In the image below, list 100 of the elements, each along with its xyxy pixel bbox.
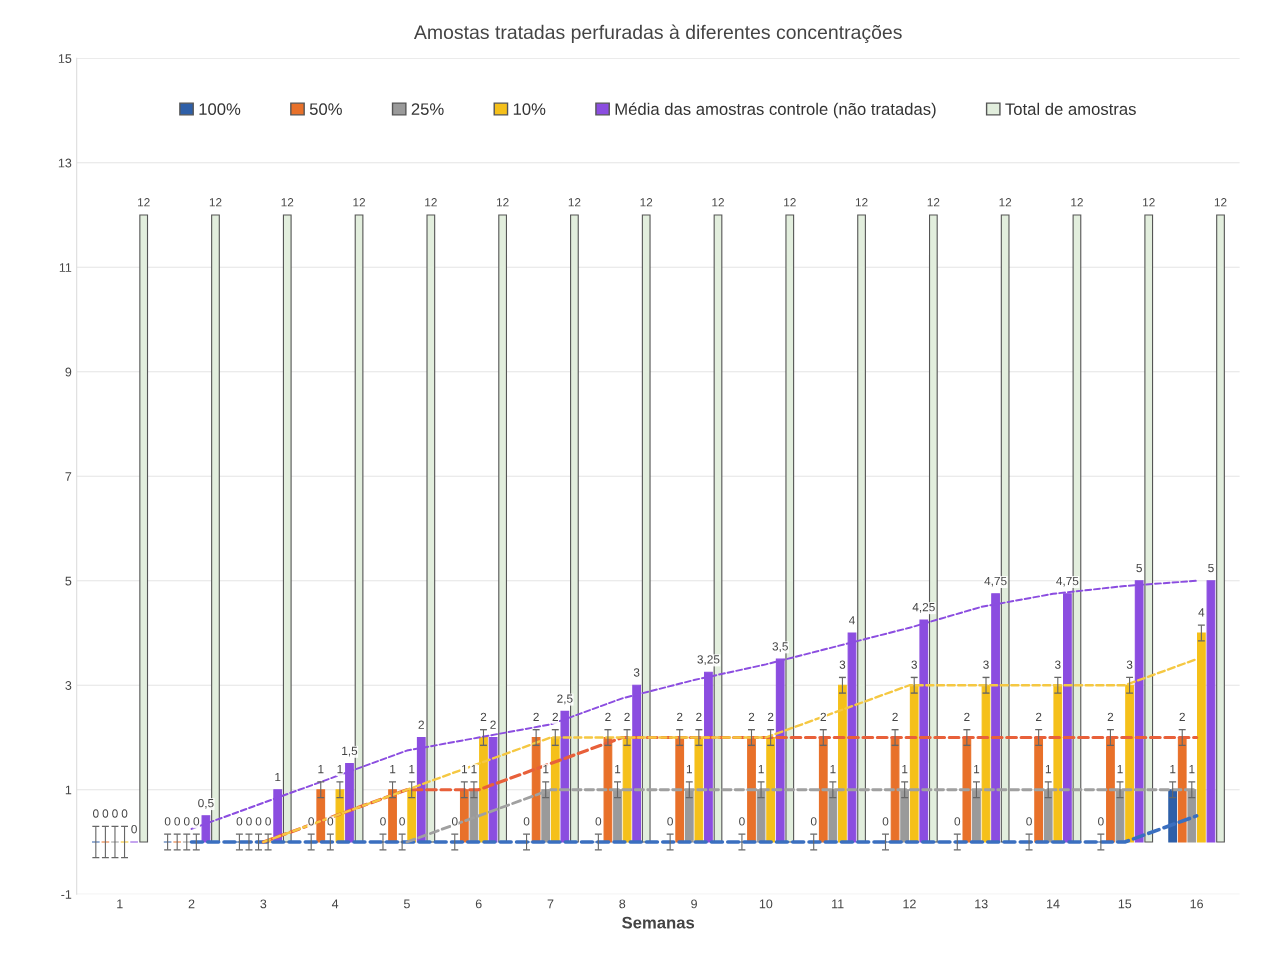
data-label: 0 — [174, 817, 181, 826]
data-label: 2 — [748, 712, 755, 721]
data-label: 12 — [138, 198, 150, 207]
data-label: 0 — [112, 809, 118, 818]
data-label: 12 — [784, 198, 796, 207]
data-label: 0 — [265, 817, 271, 826]
data-label: 1 — [686, 765, 692, 774]
data-label: 12 — [712, 198, 724, 207]
data-label: 2 — [767, 712, 774, 721]
data-label: 1 — [1045, 765, 1051, 774]
data-label: 12 — [1071, 198, 1083, 207]
legend-label: Média das amostras controle (não tratadas) — [615, 102, 936, 119]
data-label: 0 — [1098, 817, 1104, 826]
data-label: 12 — [999, 198, 1012, 207]
data-label: 2 — [1179, 712, 1185, 721]
data-label: 2 — [605, 712, 611, 721]
data-label: 3 — [983, 660, 989, 669]
data-label: 2 — [964, 712, 970, 721]
data-label: 0 — [131, 825, 137, 834]
data-label: 0 — [164, 817, 171, 826]
x-axis-title: Semanas — [622, 916, 695, 929]
y-tick-label: 11 — [59, 263, 72, 272]
data-label: 0 — [451, 817, 458, 826]
data-label: 0 — [380, 817, 386, 826]
data-label: 2 — [696, 712, 702, 721]
data-label: 0 — [236, 817, 243, 826]
data-label: 3 — [911, 660, 917, 669]
data-label: 12 — [1214, 198, 1227, 207]
data-label: 12 — [209, 198, 222, 207]
x-tick-label: 14 — [1047, 899, 1060, 909]
data-label: 0 — [739, 817, 745, 826]
data-label: 2 — [480, 712, 487, 721]
data-label: 3 — [839, 660, 846, 669]
data-label: 0,5 — [198, 798, 214, 809]
data-label: 1 — [461, 765, 468, 774]
x-tick-label: 16 — [1190, 899, 1203, 909]
data-label: 1 — [758, 765, 764, 774]
data-label: 2 — [533, 712, 539, 721]
data-label: 12 — [927, 198, 940, 207]
data-label: 0 — [255, 817, 262, 826]
data-label: 0 — [102, 809, 109, 818]
data-label: 5 — [1136, 563, 1142, 573]
x-tick-label: 8 — [619, 899, 626, 909]
data-label: 1 — [1117, 765, 1123, 774]
x-tick-label: 9 — [691, 899, 697, 909]
data-label: 1 — [902, 765, 908, 774]
data-label: 12 — [640, 198, 653, 207]
data-label: 0 — [810, 817, 817, 826]
legend-label: 25% — [411, 103, 444, 116]
y-tick-label: 15 — [58, 54, 72, 63]
data-label: 0 — [667, 817, 673, 826]
data-label: 12 — [281, 198, 294, 207]
data-label: 2 — [1035, 712, 1042, 721]
data-label: 1 — [471, 765, 477, 774]
data-label: 3 — [1054, 660, 1061, 669]
data-label: 2 — [624, 712, 630, 721]
x-tick-label: 5 — [403, 899, 410, 909]
data-label: 2 — [418, 720, 424, 729]
data-label: 2 — [1107, 712, 1114, 721]
data-label: 1 — [1189, 765, 1195, 774]
x-tick-label: 12 — [903, 899, 916, 909]
y-tick-label: 7 — [65, 472, 72, 481]
data-label: 4,75 — [984, 576, 1007, 587]
x-tick-label: 15 — [1118, 899, 1132, 909]
data-label: 3,25 — [697, 655, 720, 665]
data-label: 2 — [892, 712, 898, 721]
data-label: 1 — [275, 772, 281, 782]
legend-label: 100% — [199, 103, 241, 116]
x-tick-label: 4 — [331, 899, 339, 909]
y-tick-label: 5 — [65, 576, 72, 586]
x-tick-label: 13 — [975, 899, 988, 909]
data-label: 1 — [1170, 765, 1176, 774]
legend-label: 10% — [513, 103, 546, 116]
data-label: 0 — [193, 817, 200, 826]
y-tick-label: -1 — [61, 890, 72, 899]
data-label: 4 — [1198, 608, 1205, 617]
data-label: 0 — [399, 817, 405, 826]
data-label: 3 — [1126, 660, 1133, 669]
x-tick-label: 6 — [475, 899, 482, 909]
data-label: 1 — [409, 765, 415, 774]
data-label: 2 — [677, 712, 683, 721]
data-label: 1 — [337, 765, 343, 774]
data-label: 3 — [633, 668, 640, 677]
y-tick-label: 1 — [65, 785, 72, 795]
chart-title: Amostas tratadas perfuradas à diferentes concentrações — [413, 24, 902, 43]
y-tick-label: 9 — [65, 367, 72, 377]
data-label: 1 — [390, 765, 396, 774]
data-label: 2 — [820, 712, 826, 721]
x-tick-label: 10 — [759, 899, 773, 909]
y-tick-label: 13 — [58, 158, 72, 168]
data-label: 12 — [1143, 198, 1155, 207]
data-label: 3,5 — [772, 642, 788, 652]
data-label: 4 — [848, 616, 855, 625]
data-label: 0 — [308, 817, 315, 826]
x-tick-label: 11 — [832, 899, 844, 909]
data-label: 5 — [1208, 563, 1214, 573]
data-label: 2,5 — [557, 694, 573, 705]
data-label: 1 — [615, 765, 621, 774]
legend-label: 50% — [309, 103, 342, 116]
data-label: 0 — [327, 817, 334, 826]
